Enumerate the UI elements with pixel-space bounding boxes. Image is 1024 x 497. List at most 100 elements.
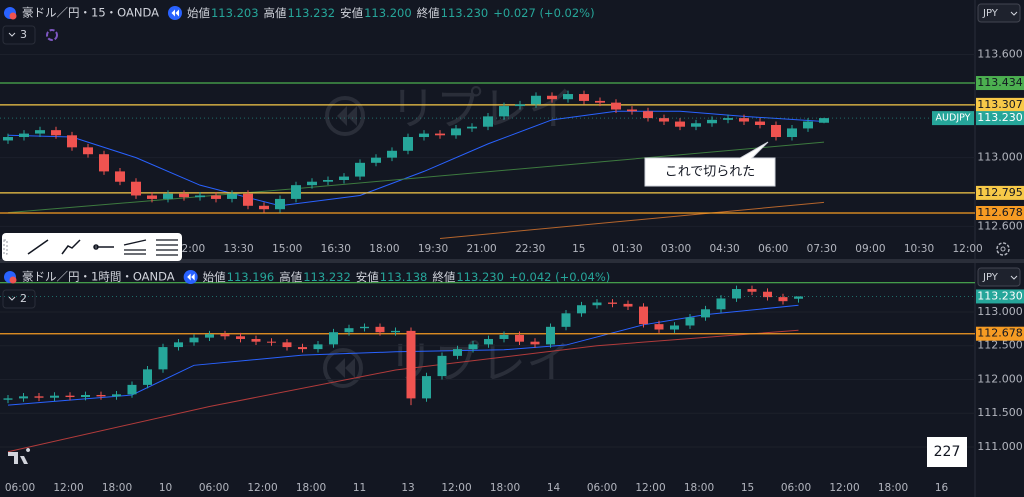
candle-body (561, 313, 571, 327)
moving-average (439, 201, 825, 239)
candle-body (707, 119, 717, 124)
tool-trendline[interactable] (27, 239, 49, 255)
x-tick-label: 04:30 (709, 243, 739, 255)
replay-icon (323, 348, 363, 388)
currency-button[interactable] (977, 267, 1021, 287)
candle-body (3, 137, 13, 141)
candle-body (307, 181, 317, 186)
indicator-icon[interactable] (46, 29, 58, 41)
candle-body (267, 341, 276, 343)
candle-body (579, 94, 589, 101)
watermark-bottom: リプレイ (323, 336, 572, 390)
candle-body (339, 176, 349, 180)
candle-body (499, 334, 509, 339)
candle-body (112, 394, 121, 397)
settings-gear[interactable] (996, 242, 1010, 256)
candle-body (739, 118, 749, 122)
candle-body (794, 296, 803, 299)
candle-body (158, 347, 168, 370)
x-tick-label: 12:00 (829, 482, 859, 494)
candle-body (115, 171, 125, 182)
x-tick-label: 12:00 (247, 482, 277, 494)
annotation: これで切られた (665, 165, 756, 180)
x-tick-label: 13 (401, 482, 414, 494)
candle-body (179, 193, 189, 198)
ohlc-label: 終値 (417, 6, 440, 20)
y-tick-label: 112.000 (977, 372, 1023, 385)
y-tick-label: 113.000 (977, 151, 1023, 164)
indicator-toggle[interactable] (2, 289, 36, 309)
y-tick-label: 112.600 (977, 219, 1023, 232)
x-tick-label: 10:30 (904, 243, 934, 255)
toolbar-bg[interactable] (2, 233, 182, 261)
candle-body (547, 95, 557, 100)
candle-body (499, 106, 509, 117)
tool-fib[interactable] (156, 239, 178, 256)
x-tick-label: 07:30 (807, 243, 837, 255)
candle-body (131, 181, 141, 196)
candle-body (592, 302, 602, 306)
candle-body (189, 337, 199, 343)
chevron[interactable] (8, 32, 16, 37)
indicator-count[interactable]: 3 (20, 28, 27, 41)
currency-label[interactable]: JPY (982, 8, 999, 19)
tv-logo (8, 448, 31, 464)
chevron[interactable] (1010, 275, 1018, 280)
candle-body (96, 395, 106, 397)
candle-body (251, 338, 261, 342)
candle-body (515, 334, 524, 342)
gear-icon[interactable] (996, 242, 1010, 256)
replay-icon (335, 358, 355, 378)
tool-ray[interactable] (93, 244, 114, 250)
replay-icon (325, 96, 365, 136)
candle-body (643, 111, 653, 119)
replay-badge (171, 9, 179, 17)
candle-body (143, 369, 152, 385)
level-tag-label: 112.678 (977, 206, 1023, 219)
candle-body (344, 328, 354, 333)
last-price-label: 113.230 (977, 111, 1023, 124)
bar-counter-box (927, 437, 967, 467)
last-price-tag (976, 289, 1024, 304)
currency-label[interactable]: JPY (982, 272, 999, 283)
indicator-count[interactable]: 2 (20, 292, 27, 305)
drawing-toolbar[interactable] (2, 233, 182, 261)
candle-body (360, 326, 369, 329)
candle-body (787, 128, 797, 138)
gear-icon[interactable] (1000, 246, 1006, 252)
candle-body (771, 124, 781, 138)
watermark-text: リプレイ (390, 82, 574, 136)
candle-body (195, 195, 205, 198)
x-tick-label: 18:00 (684, 482, 714, 494)
chevron[interactable] (8, 296, 16, 301)
candle-body (563, 94, 573, 100)
ohlc-value: 113.203 (211, 6, 259, 20)
candle-body (723, 118, 733, 120)
candle-body (623, 303, 633, 307)
tool-pitchfork[interactable] (123, 239, 147, 255)
currency-button[interactable] (977, 3, 1021, 23)
moving-average (7, 110, 825, 207)
x-tick-label: 06:00 (199, 482, 229, 494)
candle-body (732, 289, 741, 299)
candle-body (205, 334, 214, 338)
tool-path[interactable] (61, 239, 81, 255)
x-tick-label: 12:00 (175, 243, 205, 255)
candle-body (611, 102, 621, 110)
watermark-top: リプレイ (325, 82, 574, 136)
candle-body (483, 116, 493, 127)
candle-body (639, 306, 648, 325)
indicator-toggle[interactable] (2, 25, 36, 45)
candle-body (227, 193, 237, 199)
toolbar-grip[interactable] (3, 239, 8, 255)
pane-separator (0, 259, 1024, 263)
level-tag-label: 112.678 (977, 327, 1023, 340)
level-tag (976, 185, 1024, 200)
x-tick-label: 16 (935, 482, 949, 494)
chevron[interactable] (1010, 11, 1018, 16)
x-tick-label: 15:00 (272, 243, 302, 255)
candle-body (453, 349, 462, 356)
candle-body (67, 135, 77, 148)
candle-body (531, 95, 541, 105)
